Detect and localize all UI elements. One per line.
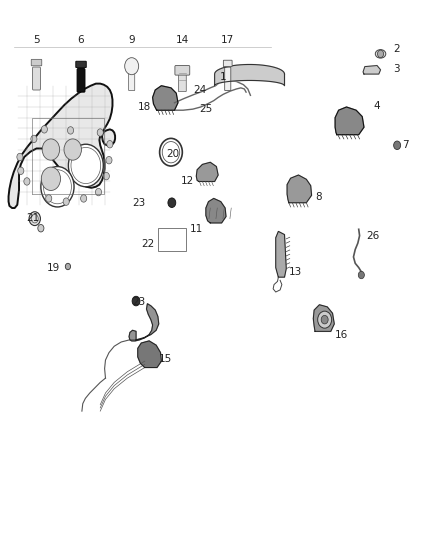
Circle shape	[41, 166, 74, 207]
Circle shape	[168, 198, 176, 207]
FancyBboxPatch shape	[175, 66, 190, 75]
Text: 5: 5	[33, 35, 40, 45]
Circle shape	[318, 311, 332, 328]
FancyBboxPatch shape	[77, 69, 85, 92]
FancyBboxPatch shape	[178, 74, 186, 92]
Text: 20: 20	[166, 149, 179, 159]
Text: 13: 13	[289, 267, 302, 277]
FancyBboxPatch shape	[158, 228, 186, 251]
Circle shape	[63, 198, 69, 205]
FancyBboxPatch shape	[129, 70, 135, 91]
Circle shape	[106, 157, 112, 164]
Circle shape	[132, 296, 140, 306]
Circle shape	[103, 172, 110, 180]
Polygon shape	[9, 84, 115, 208]
FancyBboxPatch shape	[31, 59, 42, 66]
Text: 15: 15	[159, 354, 172, 364]
Circle shape	[41, 126, 47, 133]
Polygon shape	[138, 341, 161, 368]
Circle shape	[41, 167, 60, 190]
FancyBboxPatch shape	[225, 67, 231, 91]
Polygon shape	[313, 305, 334, 332]
Text: 23: 23	[133, 296, 146, 306]
Circle shape	[18, 167, 24, 174]
Circle shape	[125, 58, 139, 75]
Circle shape	[65, 263, 71, 270]
Ellipse shape	[375, 50, 386, 58]
Polygon shape	[152, 86, 178, 110]
Text: 1: 1	[220, 72, 227, 82]
Circle shape	[31, 135, 37, 143]
Circle shape	[358, 271, 364, 279]
Circle shape	[394, 141, 401, 150]
Text: 6: 6	[78, 35, 85, 45]
Polygon shape	[335, 107, 364, 135]
Circle shape	[107, 141, 113, 148]
Circle shape	[64, 139, 81, 160]
Text: 16: 16	[335, 329, 348, 340]
Circle shape	[378, 50, 384, 58]
Polygon shape	[215, 64, 285, 86]
Text: 18: 18	[138, 102, 151, 112]
Circle shape	[68, 144, 103, 187]
Circle shape	[29, 212, 40, 225]
Circle shape	[81, 195, 87, 202]
Circle shape	[46, 195, 52, 202]
Circle shape	[321, 316, 328, 324]
Text: 4: 4	[374, 101, 380, 111]
Circle shape	[24, 177, 30, 185]
Polygon shape	[276, 231, 286, 277]
FancyBboxPatch shape	[223, 60, 232, 67]
Polygon shape	[363, 66, 381, 74]
Text: 7: 7	[403, 140, 409, 150]
Text: 3: 3	[393, 64, 399, 74]
Text: 23: 23	[133, 198, 146, 208]
Text: 25: 25	[200, 104, 213, 114]
Text: 14: 14	[176, 35, 189, 45]
Text: 19: 19	[47, 263, 60, 272]
Text: 2: 2	[393, 44, 399, 53]
Text: 9: 9	[128, 35, 135, 45]
Text: 24: 24	[194, 85, 207, 95]
Text: 11: 11	[190, 224, 203, 235]
FancyBboxPatch shape	[76, 61, 86, 68]
Polygon shape	[206, 198, 226, 223]
Text: 8: 8	[315, 192, 321, 203]
Circle shape	[42, 139, 60, 160]
FancyBboxPatch shape	[32, 67, 40, 90]
Polygon shape	[287, 175, 311, 203]
Circle shape	[67, 127, 74, 134]
Text: 17: 17	[221, 35, 234, 45]
Text: 12: 12	[180, 176, 194, 187]
Text: 26: 26	[367, 231, 380, 241]
Text: 22: 22	[141, 239, 154, 249]
Polygon shape	[129, 304, 159, 341]
Circle shape	[38, 224, 44, 232]
Circle shape	[17, 154, 23, 161]
Text: 21: 21	[26, 213, 39, 223]
Polygon shape	[196, 163, 218, 181]
Circle shape	[159, 139, 182, 166]
Circle shape	[97, 129, 103, 136]
Circle shape	[95, 188, 102, 196]
